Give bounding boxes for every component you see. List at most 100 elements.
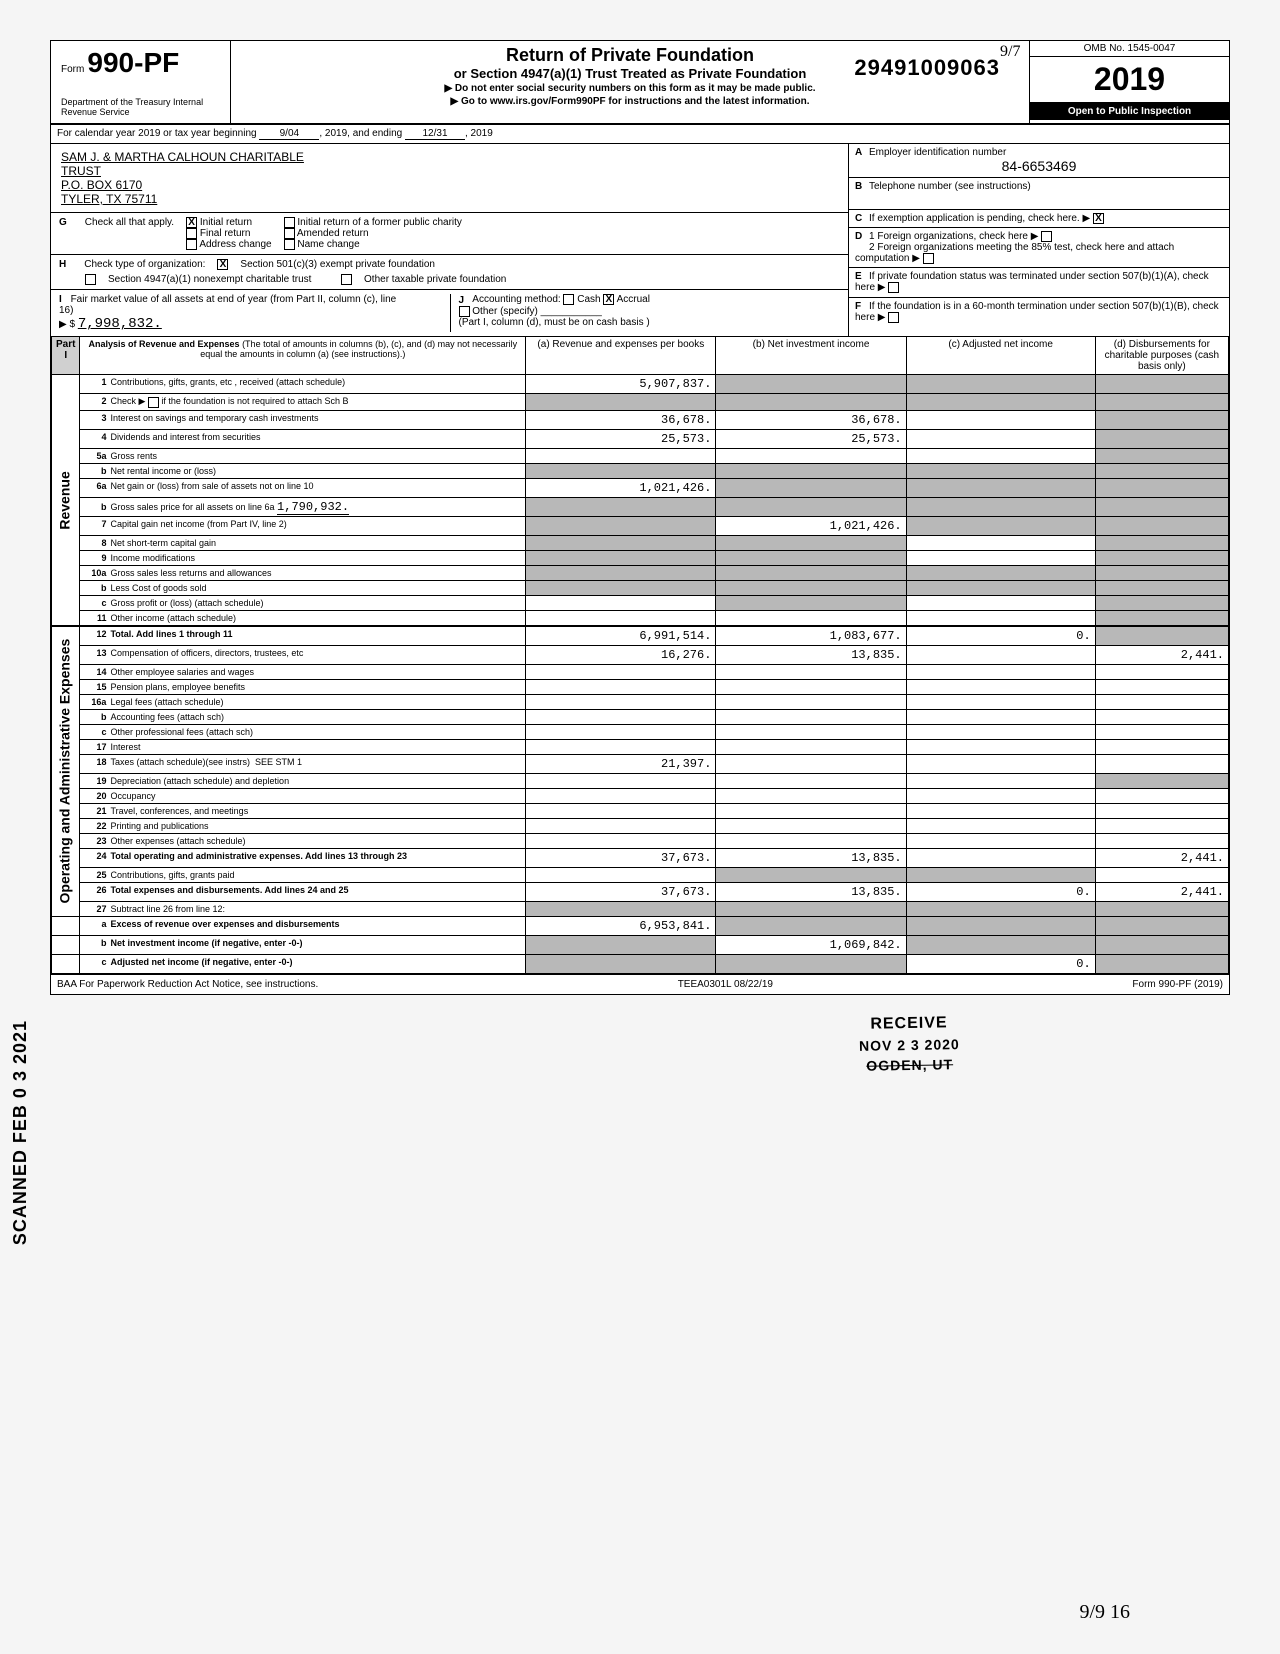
j-accrual-checkbox[interactable]: X	[603, 294, 614, 305]
j-label: Accounting method:	[472, 295, 560, 306]
right-info: AEmployer identification number 84-66534…	[849, 144, 1229, 336]
org-name-address: SAM J. & MARTHA CALHOUN CHARITABLE TRUST…	[51, 144, 848, 212]
h-4947-checkbox[interactable]	[85, 274, 96, 285]
line-27c: cAdjusted net income (if negative, enter…	[52, 954, 1229, 973]
g-final-return-checkbox[interactable]	[186, 228, 197, 239]
l26-b: 13,835.	[716, 882, 906, 901]
box-d: D1 Foreign organizations, check here ▶ 2…	[849, 228, 1229, 268]
box-d2-checkbox[interactable]	[923, 253, 934, 264]
j-accrual: Accrual	[617, 295, 650, 306]
l27a-a: 6,953,841.	[526, 916, 716, 935]
h-other-taxable-checkbox[interactable]	[341, 274, 352, 285]
line-1: Revenue 1Contributions, gifts, grants, e…	[52, 375, 1229, 394]
j-cash: Cash	[577, 295, 600, 306]
box-b-label: Telephone number (see instructions)	[869, 181, 1031, 192]
cal-mid: , 2019, and ending	[319, 128, 402, 140]
g-initial-former-checkbox[interactable]	[284, 217, 295, 228]
l27c-label: Adjusted net income (if negative, enter …	[110, 957, 292, 967]
l1-label: Contributions, gifts, grants, etc , rece…	[110, 377, 345, 387]
dept-label: Department of the Treasury Internal Reve…	[61, 97, 220, 117]
received-date: NOV 2 3 2020	[859, 1036, 960, 1054]
l8-label: Net short-term capital gain	[110, 538, 216, 548]
l6a-label: Net gain or (loss) from sale of assets n…	[110, 481, 313, 491]
org-addr1: P.O. BOX 6170	[61, 178, 838, 192]
l25-label: Contributions, gifts, grants paid	[110, 870, 234, 880]
box-d2: 2 Foreign organizations meeting the 85% …	[855, 242, 1174, 264]
h-label: Check type of organization:	[84, 259, 205, 270]
line-5a: 5aGross rents	[52, 448, 1229, 463]
j-cash-checkbox[interactable]	[563, 294, 574, 305]
l16c-label: Other professional fees (attach sch)	[110, 727, 253, 737]
line-24: 24Total operating and administrative exp…	[52, 848, 1229, 867]
section-h-row2: Section 4947(a)(1) nonexempt charitable …	[51, 274, 848, 289]
l27b-b: 1,069,842.	[716, 935, 906, 954]
form-header: Form 990-PF Department of the Treasury I…	[51, 41, 1229, 125]
line-22: 22Printing and publications	[52, 818, 1229, 833]
l17-label: Interest	[110, 742, 140, 752]
j-other-checkbox[interactable]	[459, 306, 470, 317]
tax-year: 2019	[1030, 57, 1229, 103]
i-label: Fair market value of all assets at end o…	[59, 294, 396, 316]
box-d1: 1 Foreign organizations, check here	[869, 231, 1028, 242]
j-other: Other (specify)	[472, 306, 538, 317]
l2-checkbox[interactable]	[148, 397, 159, 408]
box-e-checkbox[interactable]	[888, 282, 899, 293]
l18-label: Taxes (attach schedule)(see instrs)	[110, 757, 250, 767]
l27a-label: Excess of revenue over expenses and disb…	[110, 919, 339, 929]
oae-side-label: Operating and Administrative Expenses	[52, 626, 80, 917]
h-501c3-checkbox[interactable]: X	[217, 259, 228, 270]
line-15: 15Pension plans, employee benefits	[52, 679, 1229, 694]
part1-heading: Analysis of Revenue and Expenses	[88, 339, 239, 349]
box-e-label: If private foundation status was termina…	[855, 271, 1209, 293]
l24-a: 37,673.	[526, 848, 716, 867]
line-26: 26Total expenses and disbursements. Add …	[52, 882, 1229, 901]
g-initial-return-checkbox[interactable]: X	[186, 217, 197, 228]
line-21: 21Travel, conferences, and meetings	[52, 803, 1229, 818]
form-note2: ▶ Go to www.irs.gov/Form990PF for instru…	[235, 96, 1025, 107]
l3-b: 36,678.	[716, 410, 906, 429]
l5a-label: Gross rents	[110, 451, 157, 461]
org-addr2: TYLER, TX 75711	[61, 192, 838, 206]
org-name1: SAM J. & MARTHA CALHOUN CHARITABLE	[61, 150, 838, 164]
l23-label: Other expenses (attach schedule)	[110, 836, 245, 846]
form-number-cell: Form 990-PF Department of the Treasury I…	[51, 41, 231, 123]
line-27b: bNet investment income (if negative, ent…	[52, 935, 1229, 954]
l4-label: Dividends and interest from securities	[110, 432, 260, 442]
g-opt5: Name change	[297, 239, 359, 250]
l13-a: 16,276.	[526, 645, 716, 664]
line-7: 7Capital gain net income (from Part IV, …	[52, 516, 1229, 535]
box-b: BTelephone number (see instructions)	[849, 178, 1229, 210]
l26-d: 2,441.	[1095, 882, 1228, 901]
line-10c: cGross profit or (loss) (attach schedule…	[52, 595, 1229, 610]
l6b-label: Gross sales price for all assets on line…	[110, 502, 274, 512]
box-f-checkbox[interactable]	[888, 312, 899, 323]
col-d-header: (d) Disbursements for charitable purpose…	[1095, 337, 1228, 375]
line-14: 14Other employee salaries and wages	[52, 664, 1229, 679]
l26-c: 0.	[906, 882, 1095, 901]
l7-b: 1,021,426.	[716, 516, 906, 535]
g-address-change-checkbox[interactable]	[186, 239, 197, 250]
line-10b: bLess Cost of goods sold	[52, 580, 1229, 595]
l26-label: Total expenses and disbursements. Add li…	[110, 885, 348, 895]
part1-table: Part I Analysis of Revenue and Expenses …	[51, 336, 1229, 973]
box-d1-checkbox[interactable]	[1041, 231, 1052, 242]
ein: 84-6653469	[855, 158, 1223, 174]
section-g: G Check all that apply. X Initial return…	[51, 212, 848, 254]
g-amended-checkbox[interactable]	[284, 228, 295, 239]
stamp-number: 29491009063	[854, 55, 1000, 81]
box-f: FIf the foundation is in a 60-month term…	[849, 298, 1229, 326]
ogden-label: OGDEN, UT	[860, 1056, 961, 1074]
omb-number: OMB No. 1545-0047	[1030, 41, 1229, 57]
l24-d: 2,441.	[1095, 848, 1228, 867]
line-25: 25Contributions, gifts, grants paid	[52, 867, 1229, 882]
footer-mid: TEEA0301L 08/22/19	[678, 979, 773, 990]
cal-prefix: For calendar year 2019 or tax year begin…	[57, 128, 257, 140]
l14-label: Other employee salaries and wages	[110, 667, 254, 677]
g-name-change-checkbox[interactable]	[284, 239, 295, 250]
l10b-label: Less Cost of goods sold	[110, 583, 206, 593]
section-i-j: I Fair market value of all assets at end…	[51, 289, 848, 336]
box-c-checkbox[interactable]: X	[1093, 213, 1104, 224]
received-stamp: RECEIVE NOV 2 3 2020 OGDEN, UT	[859, 1014, 961, 1074]
handwritten-note: 9/9 16	[1079, 1601, 1130, 1624]
l16b-label: Accounting fees (attach sch)	[110, 712, 224, 722]
